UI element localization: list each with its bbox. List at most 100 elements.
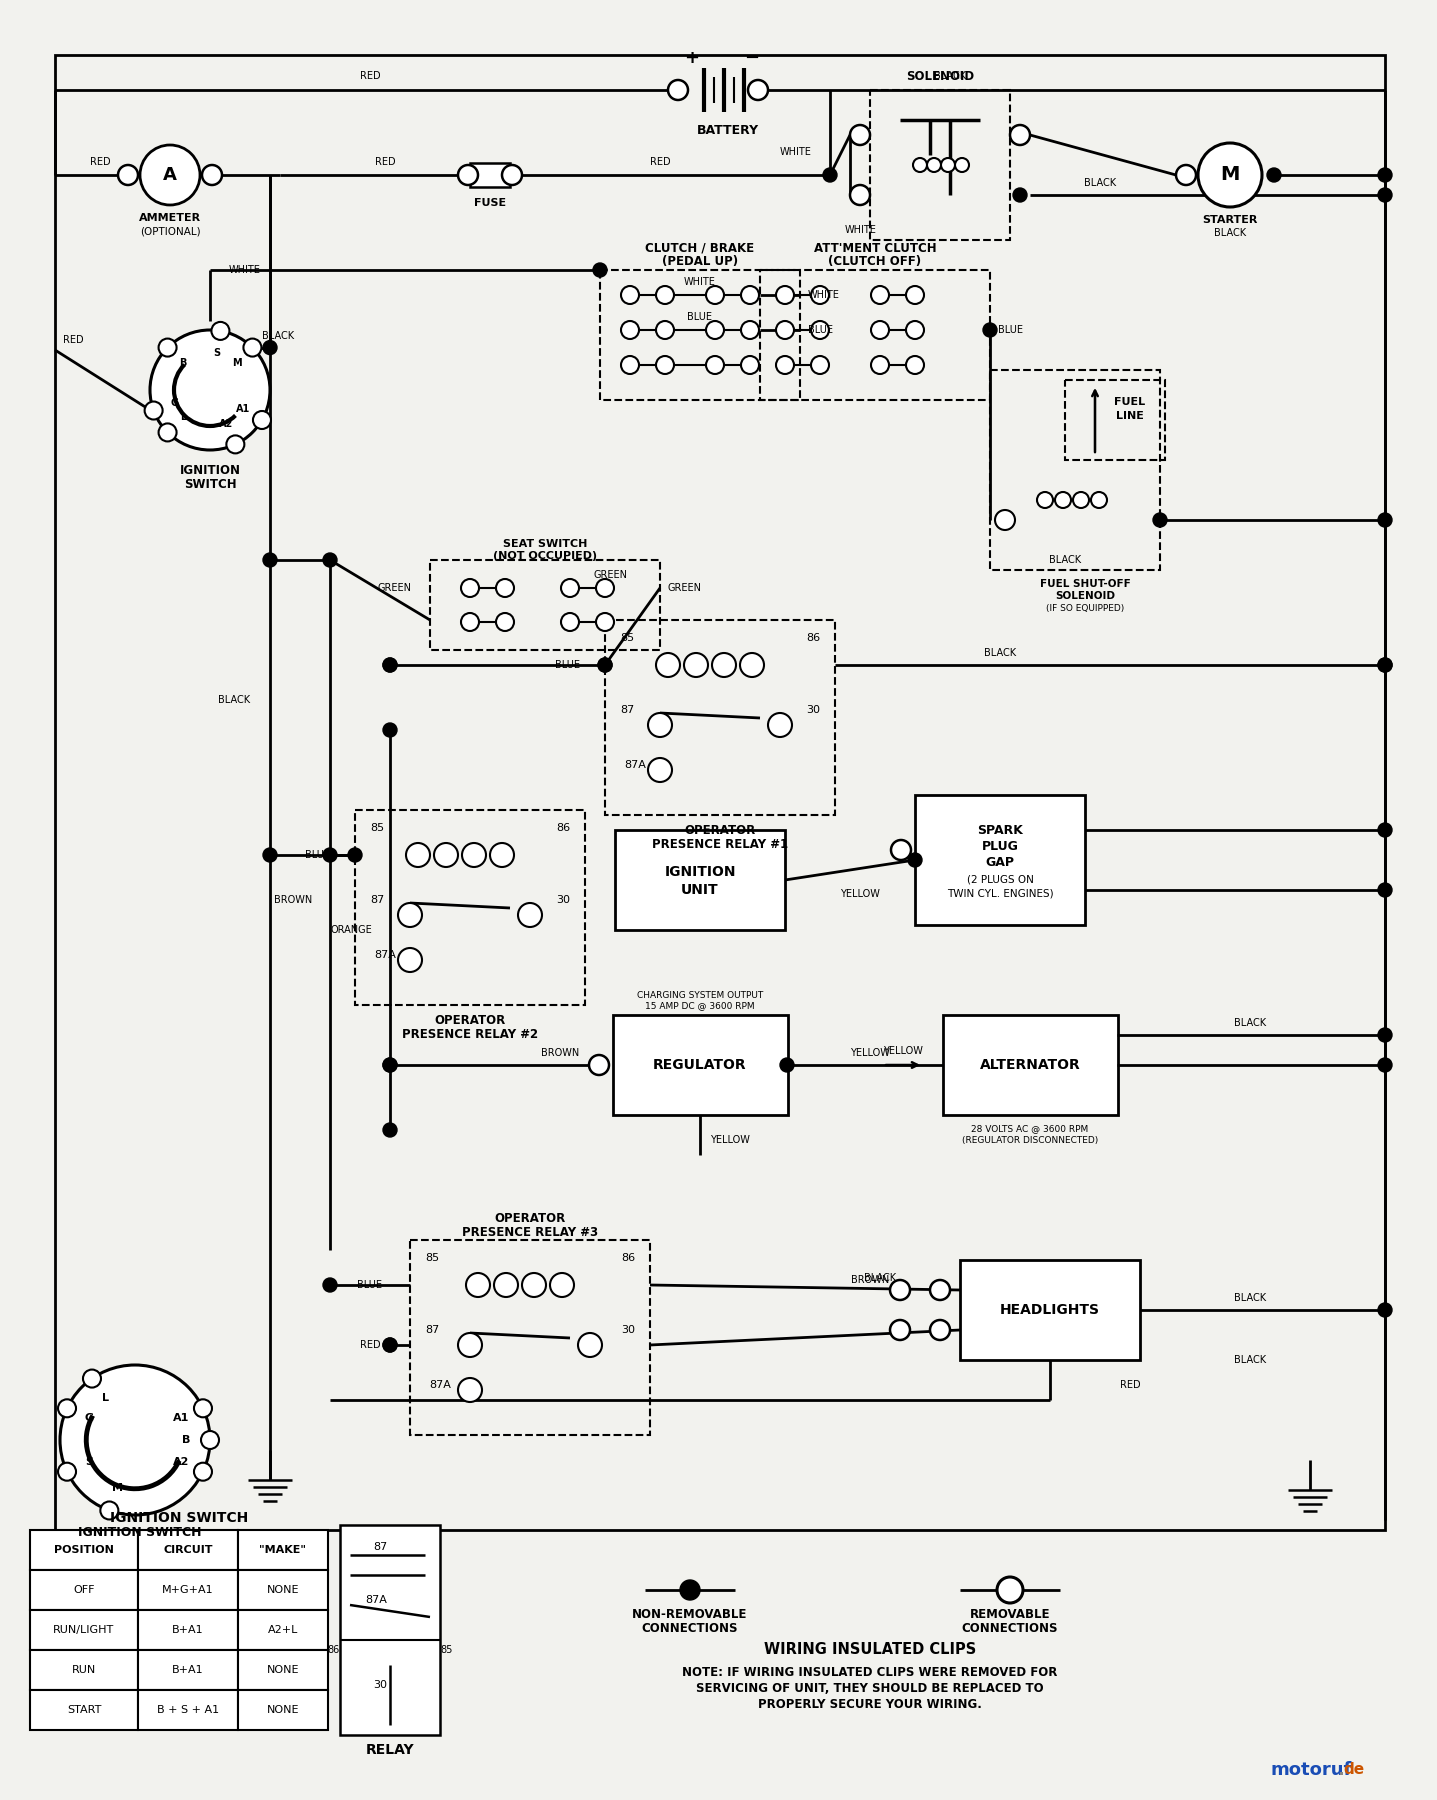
Circle shape (461, 614, 479, 632)
Text: YELLOW: YELLOW (710, 1136, 750, 1145)
Text: NON-REMOVABLE: NON-REMOVABLE (632, 1609, 747, 1622)
Circle shape (596, 614, 614, 632)
Text: PROPERLY SECURE YOUR WIRING.: PROPERLY SECURE YOUR WIRING. (759, 1697, 981, 1710)
Circle shape (227, 436, 244, 454)
Circle shape (908, 853, 923, 868)
Circle shape (60, 1364, 210, 1516)
Text: 87A: 87A (365, 1595, 387, 1606)
Text: RED: RED (359, 70, 381, 81)
Text: +: + (684, 49, 700, 67)
Text: 28 VOLTS AC @ 3600 RPM: 28 VOLTS AC @ 3600 RPM (971, 1125, 1089, 1134)
Circle shape (398, 949, 422, 972)
Circle shape (496, 614, 514, 632)
Text: BLACK: BLACK (864, 1273, 897, 1283)
Bar (239, 1570, 328, 1609)
Bar (990, 371, 1160, 571)
Bar (55, 56, 1385, 1530)
Text: START: START (66, 1705, 101, 1715)
Text: 85: 85 (425, 1253, 440, 1264)
Text: B: B (182, 1435, 190, 1445)
Circle shape (263, 553, 277, 567)
Text: BLACK: BLACK (1049, 554, 1081, 565)
Text: BLACK: BLACK (1234, 1292, 1266, 1303)
Text: A2: A2 (172, 1456, 190, 1467)
Circle shape (706, 286, 724, 304)
Text: 30: 30 (374, 1679, 387, 1690)
Circle shape (211, 322, 230, 340)
Text: POSITION: POSITION (55, 1544, 114, 1555)
Text: 87: 87 (369, 895, 384, 905)
Text: YELLOW: YELLOW (884, 1046, 923, 1057)
Text: PRESENCE RELAY #2: PRESENCE RELAY #2 (402, 1028, 537, 1040)
Circle shape (994, 509, 1015, 529)
Circle shape (890, 1280, 910, 1300)
Circle shape (741, 356, 759, 374)
Text: YELLOW: YELLOW (851, 1048, 890, 1058)
Circle shape (1378, 884, 1392, 896)
Circle shape (263, 340, 277, 355)
Text: G: G (171, 398, 178, 409)
Text: TWIN CYL. ENGINES): TWIN CYL. ENGINES) (947, 889, 1053, 898)
Bar (341, 1525, 440, 1735)
Circle shape (1073, 491, 1089, 508)
Text: OPERATOR: OPERATOR (684, 824, 756, 837)
Circle shape (1378, 659, 1392, 671)
Text: WHITE: WHITE (845, 225, 877, 236)
Circle shape (517, 904, 542, 927)
Circle shape (1378, 1058, 1392, 1073)
Text: RED: RED (375, 157, 395, 167)
Circle shape (1013, 187, 1027, 202)
Text: BROWN: BROWN (274, 895, 312, 905)
Circle shape (648, 713, 673, 736)
Circle shape (776, 356, 795, 374)
Text: FUEL SHUT-OFF: FUEL SHUT-OFF (1039, 580, 1131, 589)
Circle shape (648, 758, 673, 781)
Circle shape (1378, 513, 1392, 527)
Text: (REGULATOR DISCONNECTED): (REGULATOR DISCONNECTED) (961, 1136, 1098, 1145)
Text: 86: 86 (328, 1645, 341, 1654)
Circle shape (657, 320, 674, 338)
Circle shape (1152, 513, 1167, 527)
Circle shape (384, 1337, 397, 1352)
Circle shape (749, 79, 767, 101)
Text: (CLUTCH OFF): (CLUTCH OFF) (829, 254, 921, 268)
Circle shape (776, 286, 795, 304)
Text: SPARK: SPARK (977, 824, 1023, 837)
Text: BLACK: BLACK (1214, 229, 1246, 238)
Text: WIRING INSULATED CLIPS: WIRING INSULATED CLIPS (764, 1642, 976, 1658)
Text: A1: A1 (172, 1413, 190, 1424)
Circle shape (810, 356, 829, 374)
Text: WHITE: WHITE (780, 148, 812, 157)
Circle shape (194, 1463, 213, 1481)
Text: 87: 87 (619, 706, 634, 715)
Text: −: − (744, 49, 760, 67)
Circle shape (57, 1399, 76, 1417)
Text: SERVICING OF UNIT, THEY SHOULD BE REPLACED TO: SERVICING OF UNIT, THEY SHOULD BE REPLAC… (696, 1681, 1043, 1694)
Text: L: L (180, 412, 187, 421)
Bar (138, 1530, 239, 1570)
Circle shape (810, 286, 829, 304)
Text: A2: A2 (218, 419, 233, 430)
Text: PRESENCE RELAY #1: PRESENCE RELAY #1 (652, 837, 787, 851)
Bar (869, 90, 1010, 239)
Text: NONE: NONE (267, 1665, 299, 1676)
Circle shape (767, 713, 792, 736)
Circle shape (348, 848, 362, 862)
Circle shape (706, 320, 724, 338)
Text: RELAY: RELAY (365, 1742, 414, 1757)
Text: 30: 30 (621, 1325, 635, 1336)
Circle shape (243, 338, 262, 356)
Text: B: B (180, 358, 187, 369)
Text: BLACK: BLACK (218, 695, 250, 706)
Circle shape (253, 410, 272, 428)
Text: 86: 86 (556, 823, 570, 833)
Text: STARTER: STARTER (1203, 214, 1257, 225)
Circle shape (740, 653, 764, 677)
Circle shape (263, 848, 277, 862)
Circle shape (384, 1337, 397, 1352)
Bar (30, 1690, 138, 1730)
Circle shape (711, 653, 736, 677)
Text: 85: 85 (619, 634, 634, 643)
Bar (239, 1651, 328, 1690)
Text: CIRCUIT: CIRCUIT (164, 1544, 213, 1555)
